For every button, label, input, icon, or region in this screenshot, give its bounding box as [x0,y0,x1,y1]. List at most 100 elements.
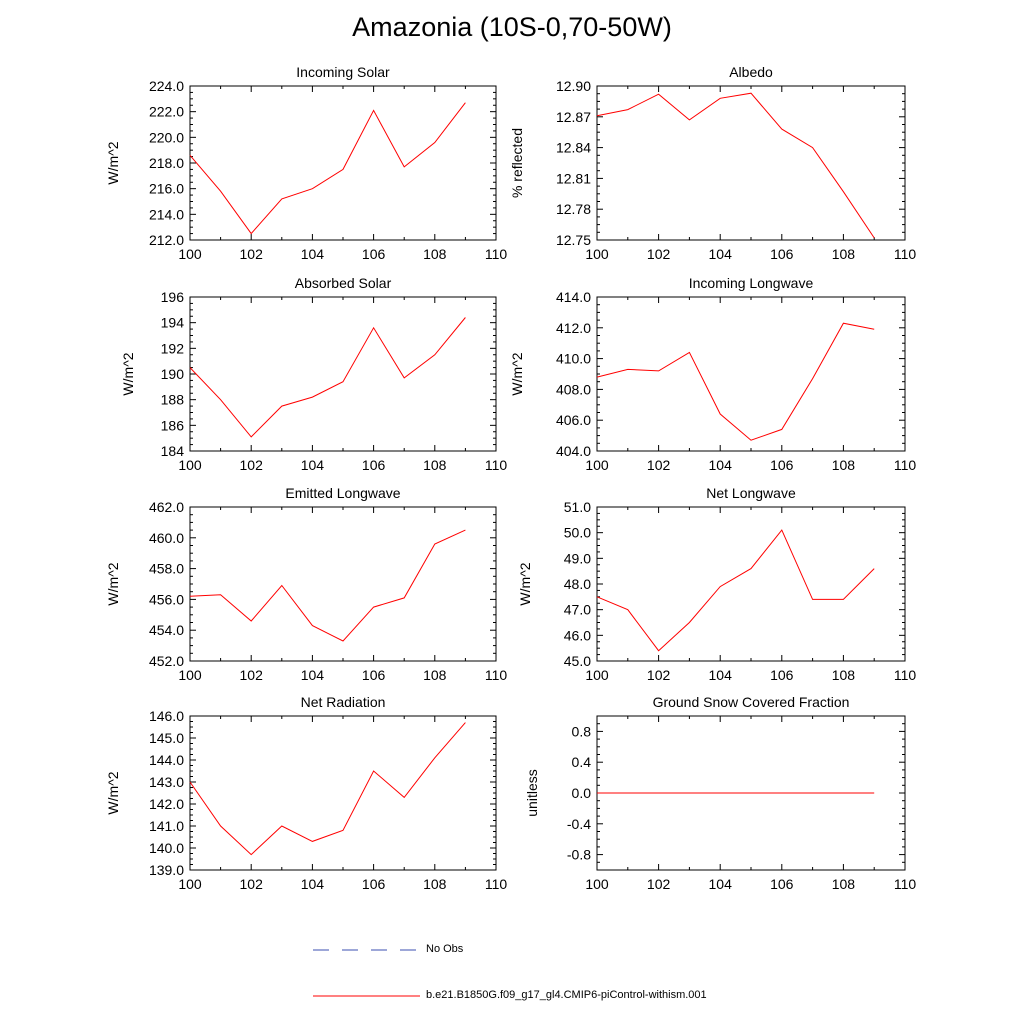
x-tick-label: 104 [301,457,325,473]
x-tick-label: 108 [423,667,447,683]
legend-obs-label: No Obs [426,943,464,955]
legend-model-label: b.e21.B1850G.f09_g17_gl4.CMIP6-piControl… [426,989,707,1001]
series-line [189,529,466,642]
x-tick-label: 110 [894,876,917,892]
x-tick-label: 106 [362,246,386,262]
y-tick-label: 224.0 [149,78,184,94]
x-tick-label: 106 [362,667,386,683]
y-tick-label: 51.0 [564,499,591,515]
panel-emitted-longwave: Emitted Longwave W/m^2 100 102 104 106 108 110 4… [105,485,507,683]
x-tick-label: 104 [301,876,325,892]
panel-net-radiation: Net Radiation W/m^2 100 102 104 106 108 110 139.… [105,694,507,892]
plot-frame [189,85,497,241]
x-tick-label: 108 [423,876,447,892]
y-tick-label: 12.87 [556,109,591,125]
panel-title: Absorbed Solar [295,275,392,291]
y-tick-label: 47.0 [564,602,591,618]
x-tick-label: 104 [301,667,325,683]
panel-title: Incoming Longwave [689,275,814,291]
y-tick-label: 45.0 [564,653,591,669]
plot-frame [189,506,497,662]
x-tick-label: 102 [647,457,671,473]
plot-frame [596,296,906,452]
x-tick-label: 102 [240,457,264,473]
y-tick-label: 49.0 [564,550,591,566]
x-tick-label: 106 [770,457,794,473]
panel-net-longwave: Net Longwave W/m^2 100 102 104 106 108 110 45.0 4… [517,485,916,683]
x-tick-label: 106 [362,457,386,473]
y-tick-label: 220.0 [149,129,184,145]
y-tick-label: 12.90 [556,78,591,94]
x-tick-label: 100 [178,246,202,262]
y-tick-label: 12.78 [556,201,591,217]
y-tick-label: 194 [161,315,185,331]
y-axis-label: W/m^2 [517,562,533,605]
panel-incoming-solar: Incoming Solar W/m^2 100 102 104 106 108 110 212… [105,64,507,262]
x-tick-label: 100 [585,667,609,683]
panel-ground-snow-covered-fraction: Ground Snow Covered Fraction unitless 100 1… [524,694,916,892]
y-tick-label: 460.0 [149,530,184,546]
panel-title: Ground Snow Covered Fraction [653,694,850,710]
y-tick-label: 0.4 [572,754,592,770]
x-tick-label: 104 [301,246,325,262]
x-tick-label: 102 [647,667,671,683]
y-tick-label: 190 [161,366,185,382]
series-line [596,92,875,239]
x-tick-label: 108 [423,457,447,473]
y-tick-label: 145.0 [149,730,184,746]
x-tick-label: 110 [485,457,508,473]
y-tick-label: 144.0 [149,752,184,768]
y-tick-label: 50.0 [564,525,591,541]
x-tick-label: 100 [178,457,202,473]
y-axis-label: W/m^2 [120,352,136,395]
plot-frame [189,296,497,452]
y-tick-label: 12.75 [556,232,591,248]
x-tick-label: 102 [647,876,671,892]
y-tick-label: 414.0 [556,289,591,305]
y-tick-label: 139.0 [149,862,184,878]
y-tick-label: 454.0 [149,622,184,638]
x-tick-label: 108 [423,246,447,262]
x-tick-label: 106 [362,876,386,892]
x-tick-label: 108 [832,667,856,683]
plot-frame [189,715,497,871]
x-tick-label: 100 [178,667,202,683]
x-tick-label: 102 [240,876,264,892]
y-tick-label: 458.0 [149,561,184,577]
panel-absorbed-solar: Absorbed Solar W/m^2 100 102 104 106 108 110 184… [120,275,507,473]
y-tick-label: 408.0 [556,381,591,397]
x-tick-label: 108 [832,876,856,892]
panel-title: Net Radiation [301,694,386,710]
x-tick-label: 104 [709,457,733,473]
y-axis-label: W/m^2 [105,141,121,184]
y-tick-label: 186 [161,417,185,433]
y-tick-label: 222.0 [149,104,184,120]
y-axis-label: W/m^2 [105,771,121,814]
x-tick-label: 108 [832,246,856,262]
series-line [189,722,466,856]
x-tick-label: 110 [894,246,917,262]
x-tick-label: 106 [770,876,794,892]
y-tick-label: 410.0 [556,351,591,367]
series-line [189,102,466,235]
y-tick-label: 218.0 [149,155,184,171]
x-tick-label: 110 [894,457,917,473]
panel-title: Emitted Longwave [285,485,400,501]
x-tick-label: 108 [832,457,856,473]
x-tick-label: 100 [585,457,609,473]
y-tick-label: 406.0 [556,412,591,428]
y-tick-label: 216.0 [149,181,184,197]
y-tick-label: 192 [161,340,185,356]
figure-title: Amazonia (10S-0,70-50W) [352,12,672,42]
x-tick-label: 110 [894,667,917,683]
x-tick-label: 104 [709,246,733,262]
y-tick-label: 143.0 [149,774,184,790]
x-tick-label: 102 [240,246,264,262]
series-line [596,529,875,652]
x-tick-label: 100 [585,876,609,892]
x-tick-label: 102 [647,246,671,262]
y-tick-label: 404.0 [556,443,591,459]
x-tick-label: 102 [240,667,264,683]
y-tick-label: 12.81 [556,170,591,186]
y-tick-label: 141.0 [149,818,184,834]
